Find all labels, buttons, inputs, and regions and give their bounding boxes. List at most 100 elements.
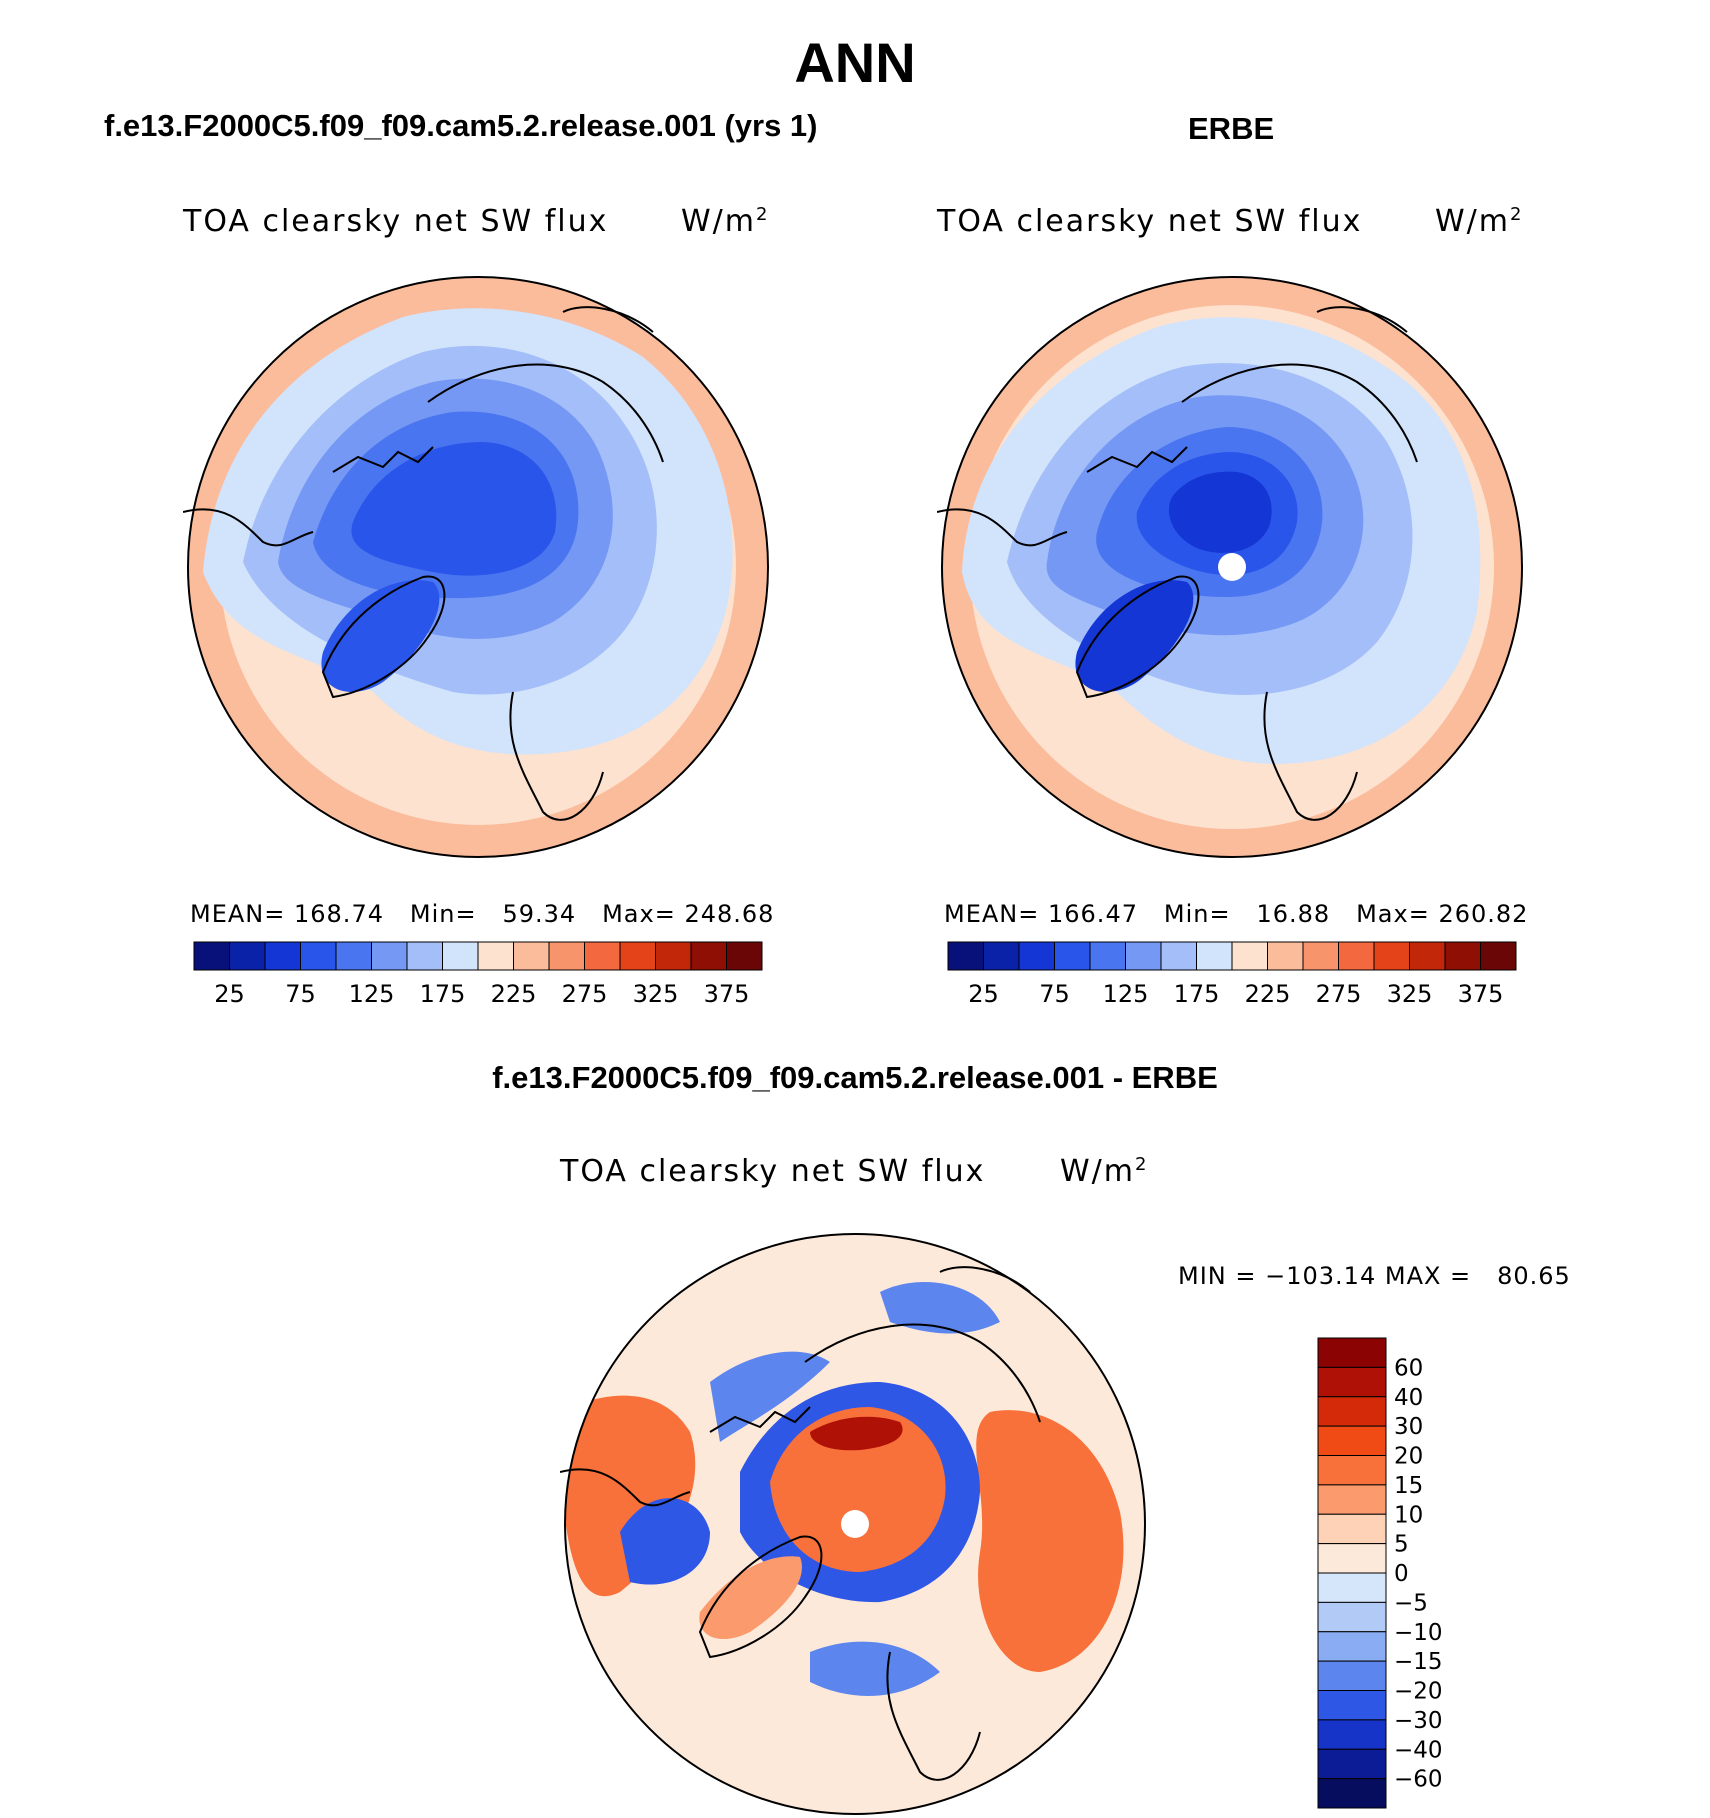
panel1-colorbar-swatch-10 [548, 941, 585, 971]
panel1-colorbar-swatch-0 [193, 941, 230, 971]
panel2-colorbar-swatch-15 [1480, 941, 1517, 971]
panel2-map [937, 276, 1523, 858]
panel1-colorbar-swatch-14 [690, 941, 727, 971]
panel1-colorbar-swatch-8 [477, 941, 514, 971]
panel2-variable: TOA clearsky net SW flux [937, 204, 1363, 239]
panel1-colorbar-swatch-4 [335, 941, 372, 971]
panel3-colorbar-swatch-9 [1317, 1601, 1387, 1633]
panel3-units: W/m2 [1060, 1154, 1149, 1189]
panel1-colorbar: 25 75 125 175 225 275 325 375 [193, 941, 763, 1008]
panel2-colorbar-tick-4: 225 [1245, 980, 1291, 1008]
panel1-colorbar-tick-1: 75 [285, 980, 316, 1008]
panel1-colorbar-tick-0: 25 [214, 980, 245, 1008]
panel3-colorbar-tick-10: −15 [1394, 1649, 1443, 1675]
panel3-colorbar-tick-1: 40 [1394, 1385, 1423, 1411]
panel3-coastlines [560, 1266, 1041, 1781]
panel2-colorbar-swatch-1 [983, 941, 1020, 971]
panel2-colorbar-tick-0: 25 [968, 980, 999, 1008]
panel1-colorbar-tick-4: 225 [491, 980, 537, 1008]
panel1-colorbar-swatch-13 [655, 941, 692, 971]
panel3-colorbar-tick-4: 15 [1394, 1473, 1423, 1499]
panel3-map [560, 1233, 1146, 1815]
panel3-colorbar-tick-9: −10 [1394, 1620, 1443, 1646]
panel2-colorbar-swatch-4 [1089, 941, 1126, 971]
panel2-colorbar-swatch-8 [1231, 941, 1268, 971]
panel1-colorbar-swatch-5 [371, 941, 408, 971]
panel2-units: W/m2 [1435, 204, 1524, 239]
panel2-colorbar-swatch-9 [1267, 941, 1304, 971]
panel3-colorbar-tick-7: 0 [1394, 1561, 1409, 1587]
panel3-colorbar-tick-13: −40 [1394, 1737, 1443, 1763]
panel3-field-canada-negative [620, 1498, 710, 1585]
panel3-colorbar-swatch-8 [1317, 1572, 1387, 1603]
panel2-colorbar-swatch-7 [1196, 941, 1233, 971]
panel3-colorbar-tick-8: −5 [1394, 1590, 1428, 1616]
panel3-field-europe-negative [810, 1641, 940, 1696]
panel1-colorbar-swatch-7 [442, 941, 479, 971]
panel1-colorbar-tick-2: 125 [349, 980, 395, 1008]
panel3-title: f.e13.F2000C5.f09_f09.cam5.2.release.001… [492, 1060, 1218, 1095]
panel2-colorbar-swatch-5 [1125, 941, 1162, 971]
panel3-colorbar: 60 40 30 20 15 10 5 0 −5 −10 −15 −20 −30 −40 −60 [1317, 1337, 1443, 1809]
panel2-title: ERBE [1188, 111, 1275, 146]
panel2-colorbar-swatch-0 [947, 941, 984, 971]
panel2-map-boundary [941, 276, 1523, 858]
panel1-map-boundary [187, 276, 769, 858]
panel2-colorbar-swatch-3 [1054, 941, 1091, 971]
panel2-pole-hole [1218, 553, 1246, 581]
panel3-variable: TOA clearsky net SW flux [560, 1154, 986, 1189]
panel1-colorbar-tick-3: 175 [420, 980, 466, 1008]
panel3-colorbar-tick-11: −20 [1394, 1679, 1443, 1705]
panel2-colorbar-swatch-11 [1338, 941, 1375, 971]
panel1-map [183, 276, 769, 858]
panel3-field-north-negative-2 [880, 1282, 1000, 1334]
panel3-field-arctic-max [810, 1416, 903, 1451]
panel3-map-boundary [564, 1233, 1146, 1815]
panel3-colorbar-swatch-13 [1317, 1719, 1387, 1750]
panel2-colorbar-tick-7: 375 [1458, 980, 1504, 1008]
panel3-pole-hole [841, 1510, 869, 1538]
panel1-field-greenland [321, 580, 440, 692]
panel3-colorbar-swatch-7 [1317, 1543, 1387, 1574]
panel2-colorbar-swatch-2 [1018, 941, 1055, 971]
panel1-variable: TOA clearsky net SW flux [183, 204, 609, 239]
panel3-colorbar-tick-5: 10 [1394, 1502, 1423, 1528]
panel3-colorbar-tick-2: 30 [1394, 1414, 1423, 1440]
panel1-colorbar-tick-7: 375 [704, 980, 750, 1008]
figure-title: ANN [794, 31, 916, 94]
panel1-colorbar-tick-6: 325 [633, 980, 679, 1008]
panel3-colorbar-swatch-1 [1317, 1366, 1387, 1398]
panel2-stats: MEAN= 166.47 Min= 16.88 Max= 260.82 [944, 900, 1529, 928]
panel3-field-east-positive [976, 1410, 1124, 1672]
panel1-units: W/m2 [681, 204, 770, 239]
panel3-colorbar-swatch-3 [1317, 1425, 1387, 1456]
panel3-colorbar-tick-3: 20 [1394, 1444, 1423, 1470]
panel3-colorbar-swatch-14 [1317, 1748, 1387, 1780]
panel2-colorbar-swatch-12 [1373, 941, 1410, 971]
panel2-colorbar-tick-6: 325 [1387, 980, 1433, 1008]
panel3-colorbar-swatch-10 [1317, 1631, 1387, 1662]
panel3-field-greenland [699, 1556, 802, 1640]
panel3-colorbar-tick-6: 5 [1394, 1532, 1409, 1558]
panel3-colorbar-swatch-0 [1317, 1337, 1387, 1368]
panel3-colorbar-swatch-6 [1317, 1513, 1387, 1545]
panel2-field-core [1168, 471, 1272, 553]
panel1-stats: MEAN= 168.74 Min= 59.34 Max= 248.68 [190, 900, 775, 928]
panel1-colorbar-swatch-11 [584, 941, 621, 971]
panel1-colorbar-swatch-15 [726, 941, 763, 971]
panel1-colorbar-swatch-6 [406, 941, 443, 971]
panel1-colorbar-swatch-2 [264, 941, 301, 971]
panel3-colorbar-swatch-11 [1317, 1660, 1387, 1691]
panel2-colorbar: 25 75 125 175 225 275 325 375 [947, 941, 1517, 1008]
panel1-colorbar-tick-5: 275 [562, 980, 608, 1008]
panel2-field-greenland [1075, 580, 1194, 692]
panel3-stats: MIN = −103.14 MAX = 80.65 [1178, 1262, 1571, 1290]
panel3-colorbar-swatch-5 [1317, 1484, 1387, 1515]
panel2-colorbar-swatch-14 [1444, 941, 1481, 971]
panel2-colorbar-tick-3: 175 [1174, 980, 1220, 1008]
panel1-coastlines [183, 306, 664, 821]
panel2-colorbar-tick-1: 75 [1039, 980, 1070, 1008]
panel3-field-arctic-positive [770, 1407, 946, 1572]
panel3-colorbar-swatch-2 [1317, 1396, 1387, 1427]
panel2-colorbar-swatch-6 [1160, 941, 1197, 971]
